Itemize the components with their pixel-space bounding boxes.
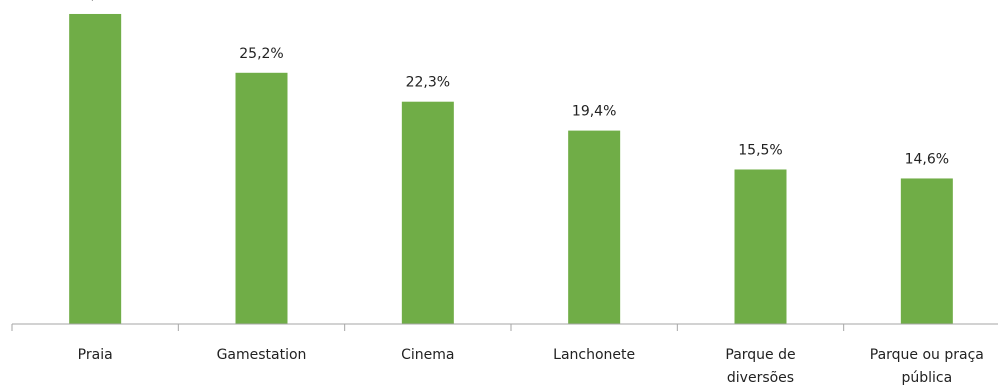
category-label: Cinema [401, 347, 454, 363]
category-label: Lanchonete [553, 347, 635, 363]
x-axis [11, 323, 998, 331]
bar [568, 130, 621, 324]
category-label: Parque de [725, 347, 795, 363]
bar [401, 101, 454, 325]
category-label: Gamestation [217, 347, 307, 363]
bars-layer [69, 13, 953, 325]
data-label: 31,1% [73, 0, 117, 3]
bar [900, 178, 953, 324]
bar [69, 13, 122, 325]
data-label: 15,5% [738, 142, 782, 158]
data-label: 19,4% [572, 104, 616, 120]
bar [235, 72, 288, 324]
category-label: pública [901, 370, 952, 386]
data-label: 22,3% [406, 75, 450, 91]
category-label: diversões [727, 370, 794, 386]
bar [734, 169, 787, 324]
data-label: 14,6% [905, 151, 949, 167]
category-label: Praia [78, 347, 113, 363]
category-label: Parque ou praça [870, 347, 984, 363]
data-labels-layer: 31,1% 25,2% 22,3% 19,4% 15,5% 14,6% [73, 0, 949, 167]
category-labels-layer: Praia Gamestation Cinema Lanchonete Parque d… [78, 347, 984, 386]
data-label: 25,2% [239, 46, 283, 62]
